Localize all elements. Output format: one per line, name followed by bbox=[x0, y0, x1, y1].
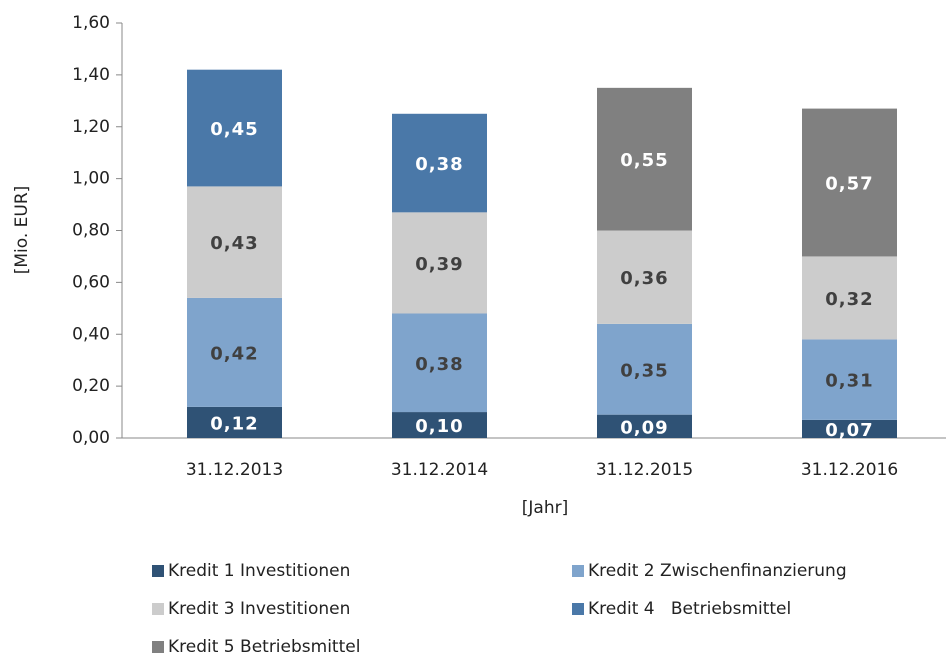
data-label: 0,36 bbox=[620, 268, 668, 289]
bar-segment bbox=[392, 212, 487, 314]
x-axis-label: [Jahr] bbox=[522, 498, 568, 518]
y-tick-label: 0,40 bbox=[72, 324, 110, 344]
legend-label: Kredit 5 Betriebsmittel bbox=[168, 637, 360, 657]
bar-segment bbox=[802, 419, 897, 438]
y-axis-label: [Mio. EUR] bbox=[12, 186, 32, 275]
data-label: 0,42 bbox=[210, 343, 258, 364]
y-tick-label: 0,60 bbox=[72, 272, 110, 292]
bar-segment bbox=[187, 186, 282, 298]
legend-swatch bbox=[572, 603, 584, 615]
y-tick-label: 1,40 bbox=[72, 65, 110, 85]
data-label: 0,57 bbox=[825, 174, 873, 195]
y-tick-label: 1,20 bbox=[72, 117, 110, 137]
legend-swatch bbox=[152, 565, 164, 577]
legend-swatch bbox=[572, 565, 584, 577]
x-tick-label: 31.12.2016 bbox=[801, 460, 898, 480]
y-tick-label: 0,00 bbox=[72, 428, 110, 448]
x-tick-label: 31.12.2014 bbox=[391, 460, 488, 480]
bar-segment bbox=[392, 313, 487, 413]
bar-segment bbox=[187, 69, 282, 187]
data-label: 0,10 bbox=[415, 416, 463, 437]
y-tick-label: 0,80 bbox=[72, 221, 110, 241]
legend-swatch bbox=[152, 603, 164, 615]
data-label: 0,07 bbox=[825, 420, 873, 441]
data-label: 0,32 bbox=[825, 289, 873, 310]
bar-segment bbox=[187, 297, 282, 407]
bar-segment bbox=[392, 412, 487, 438]
bar-segment bbox=[187, 406, 282, 438]
data-label: 0,31 bbox=[825, 371, 873, 392]
y-tick-label: 1,60 bbox=[72, 13, 110, 33]
data-label: 0,43 bbox=[210, 233, 258, 254]
bar-segment bbox=[597, 87, 692, 231]
data-label: 0,35 bbox=[620, 360, 668, 381]
legend-label: Kredit 1 Investitionen bbox=[168, 561, 350, 581]
bar-segment bbox=[392, 113, 487, 213]
data-label: 0,55 bbox=[620, 150, 668, 171]
y-tick-label: 0,20 bbox=[72, 376, 110, 396]
bar-segment bbox=[597, 323, 692, 415]
legend-label: Kredit 2 Zwischenfinanzierung bbox=[588, 561, 847, 581]
bar-segment bbox=[597, 414, 692, 438]
y-tick-label: 1,00 bbox=[72, 169, 110, 189]
legend-swatch bbox=[152, 641, 164, 653]
data-label: 0,39 bbox=[415, 254, 463, 275]
data-label: 0,12 bbox=[210, 413, 258, 434]
data-label: 0,38 bbox=[415, 354, 463, 375]
bar-segment bbox=[597, 230, 692, 324]
data-label: 0,38 bbox=[415, 154, 463, 175]
data-label: 0,45 bbox=[210, 119, 258, 140]
data-label: 0,09 bbox=[620, 417, 668, 438]
x-tick-label: 31.12.2015 bbox=[596, 460, 693, 480]
bar-segment bbox=[802, 256, 897, 340]
bar-segment bbox=[802, 339, 897, 420]
legend-label: Kredit 4 Betriebsmittel bbox=[588, 599, 791, 619]
x-tick-label: 31.12.2013 bbox=[186, 460, 283, 480]
legend-label: Kredit 3 Investitionen bbox=[168, 599, 350, 619]
bar-segment bbox=[802, 108, 897, 257]
